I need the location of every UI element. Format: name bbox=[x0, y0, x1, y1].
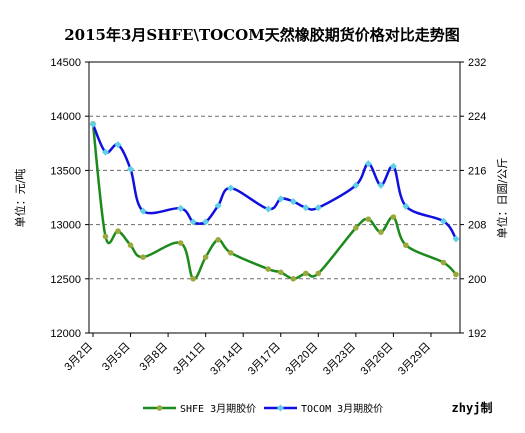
data-point bbox=[177, 240, 184, 246]
data-point bbox=[114, 141, 122, 149]
x-tick-label: 3月11日 bbox=[171, 341, 207, 377]
data-point bbox=[102, 233, 109, 240]
right-tick-label: 192 bbox=[468, 328, 486, 340]
right-tick-label: 200 bbox=[468, 274, 486, 286]
data-point bbox=[302, 204, 310, 212]
data-point bbox=[264, 205, 272, 213]
series-line bbox=[91, 123, 458, 240]
data-point bbox=[403, 242, 409, 248]
data-point bbox=[190, 276, 196, 282]
data-point bbox=[189, 218, 197, 226]
x-tick-label: 3月26日 bbox=[359, 341, 396, 378]
x-tick-label: 3月14日 bbox=[208, 341, 245, 378]
data-point bbox=[377, 181, 385, 189]
y-axis-label-left: 单位：元/吨 bbox=[13, 169, 27, 228]
right-y-axis: 192 200 208 216 224 232 bbox=[460, 57, 486, 340]
gridlines bbox=[89, 115, 460, 280]
x-tick-label: 3月20日 bbox=[283, 341, 320, 378]
data-point bbox=[453, 271, 459, 278]
data-point bbox=[440, 259, 447, 266]
left-tick-label: 14000 bbox=[50, 111, 81, 123]
data-point bbox=[202, 254, 209, 260]
data-point bbox=[353, 225, 359, 231]
data-point bbox=[289, 198, 297, 206]
left-tick-label: 12000 bbox=[50, 328, 81, 340]
data-point bbox=[378, 229, 384, 235]
data-point bbox=[389, 162, 397, 170]
left-tick-label: 14500 bbox=[50, 57, 81, 69]
plot-area bbox=[88, 61, 461, 334]
legend-marker bbox=[156, 405, 163, 411]
data-point bbox=[290, 276, 297, 282]
data-point bbox=[214, 202, 222, 210]
legend-label: TOCOM 3月期胶价 bbox=[301, 402, 383, 415]
left-tick-label: 13000 bbox=[50, 220, 81, 232]
y-axis-label-right: 单位：日圆/公斤 bbox=[495, 158, 509, 239]
right-tick-label: 224 bbox=[468, 111, 486, 123]
credit-label: zhyj制 bbox=[452, 400, 493, 415]
data-point bbox=[314, 204, 322, 212]
series-layer bbox=[89, 120, 460, 282]
data-point bbox=[315, 270, 322, 277]
data-point bbox=[452, 235, 460, 243]
legend: SHFE 3月期胶价 TOCOM 3月期胶价 bbox=[143, 402, 383, 415]
data-point bbox=[127, 165, 135, 173]
x-tick-label: 3月8日 bbox=[138, 341, 171, 374]
data-point bbox=[215, 236, 221, 243]
legend-label: SHFE 3月期胶价 bbox=[180, 402, 256, 415]
data-point bbox=[302, 270, 309, 277]
left-y-axis: 12000 12500 13000 13500 14000 14500 bbox=[50, 57, 89, 340]
data-point bbox=[101, 148, 110, 156]
series-line bbox=[91, 123, 457, 281]
data-point bbox=[365, 216, 372, 222]
data-point bbox=[89, 120, 97, 128]
data-point bbox=[127, 242, 134, 248]
x-tick-label: 3月23日 bbox=[321, 341, 358, 378]
x-tick-label: 3月29日 bbox=[396, 341, 433, 378]
data-point bbox=[177, 204, 185, 212]
data-point bbox=[277, 195, 285, 203]
data-point bbox=[227, 249, 234, 256]
left-tick-label: 13500 bbox=[50, 165, 81, 177]
x-axis: 3月2日 3月5日 3月8日 3月11日 3月14日 3月17日 3月20日 3月23日 3月2… bbox=[62, 333, 433, 378]
x-tick-label: 3月5日 bbox=[100, 341, 133, 374]
data-point bbox=[364, 160, 372, 168]
data-point bbox=[402, 202, 410, 210]
data-point bbox=[140, 254, 146, 260]
data-point bbox=[265, 266, 272, 272]
data-point bbox=[277, 269, 284, 276]
right-tick-label: 216 bbox=[468, 165, 486, 177]
data-point bbox=[227, 184, 235, 192]
data-point bbox=[115, 228, 121, 234]
x-tick-label: 3月2日 bbox=[62, 341, 95, 374]
data-point bbox=[139, 207, 147, 215]
data-point bbox=[390, 214, 397, 220]
right-tick-label: 208 bbox=[468, 220, 486, 232]
data-point bbox=[439, 217, 448, 225]
data-point bbox=[352, 181, 360, 189]
chart-title: 2015年3月SHFE\TOCOM天然橡胶期货价格对比走势图 bbox=[64, 26, 460, 44]
x-tick-label: 3月17日 bbox=[246, 341, 283, 378]
legend-marker bbox=[276, 404, 285, 412]
right-tick-label: 232 bbox=[468, 57, 486, 69]
data-point bbox=[202, 218, 210, 226]
left-tick-label: 12500 bbox=[50, 274, 81, 286]
